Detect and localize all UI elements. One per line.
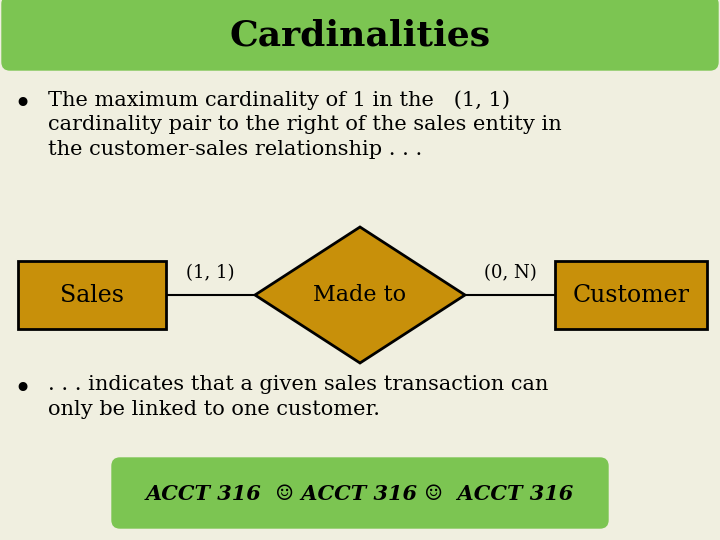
FancyBboxPatch shape [2, 0, 718, 70]
Text: Cardinalities: Cardinalities [230, 18, 490, 52]
Text: (1, 1): (1, 1) [186, 264, 235, 282]
Text: (0, N): (0, N) [484, 264, 536, 282]
Text: ACCT 316  ☺ ACCT 316 ☺  ACCT 316: ACCT 316 ☺ ACCT 316 ☺ ACCT 316 [146, 484, 574, 504]
Text: Customer: Customer [572, 284, 690, 307]
Text: only be linked to one customer.: only be linked to one customer. [48, 400, 380, 419]
FancyBboxPatch shape [18, 261, 166, 329]
Text: Sales: Sales [60, 284, 124, 307]
Text: the customer-sales relationship . . .: the customer-sales relationship . . . [48, 140, 422, 159]
Text: cardinality pair to the right of the sales entity in: cardinality pair to the right of the sal… [48, 115, 562, 134]
FancyBboxPatch shape [555, 261, 707, 329]
FancyBboxPatch shape [112, 458, 608, 528]
Polygon shape [255, 227, 465, 363]
Text: Made to: Made to [313, 284, 407, 306]
Text: •: • [13, 375, 31, 404]
Text: . . . indicates that a given sales transaction can: . . . indicates that a given sales trans… [48, 375, 549, 394]
Text: The maximum cardinality of 1 in the   (1, 1): The maximum cardinality of 1 in the (1, … [48, 90, 510, 110]
Text: •: • [13, 90, 31, 119]
